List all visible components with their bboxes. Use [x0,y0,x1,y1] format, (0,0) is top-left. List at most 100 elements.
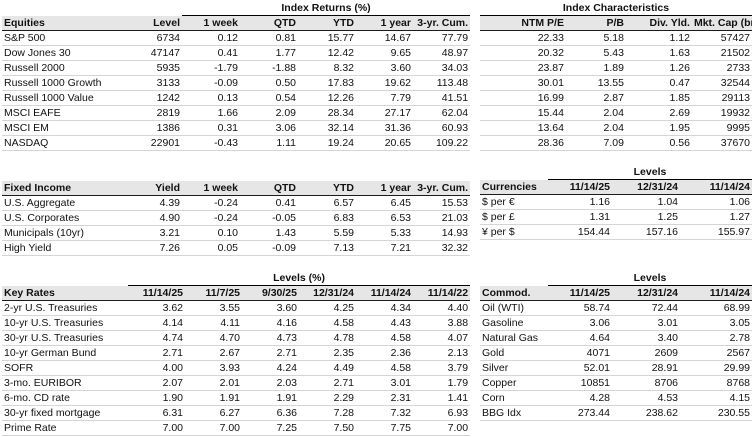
value-cell: 4.74 [128,330,185,346]
value-cell: 7.21 [356,240,413,256]
column-header: 11/14/24 [356,285,413,301]
value-cell: 3.62 [128,300,185,316]
row-label: Municipals (10yr) [2,225,124,241]
group-header-row: Levels [480,271,752,286]
value-cell: 0.31 [182,120,240,136]
value-cell: 21.03 [413,210,470,226]
value-cell: 2.87 [565,90,626,106]
column-header: 1 year [356,15,413,31]
column-header: 11/14/24 [680,285,752,301]
table-row: BBG Idx 273.44 238.62 230.55 [480,405,752,421]
value-cell: 109.22 [413,135,471,151]
table-row: Silver 52.01 28.91 29.99 [480,360,752,376]
value-cell: 4.07 [413,330,471,346]
row-label: MSCI EM [2,120,124,136]
value-cell: 4.90 [124,210,182,226]
group-header: Index Characteristics [479,1,752,16]
table-row: 15.44 2.04 2.69 19932 [479,105,752,121]
column-header: Currencies [480,179,548,195]
value-cell: 3.60 [356,60,413,76]
value-cell: 4.24 [242,360,299,376]
value-cell: 7.09 [565,135,626,151]
value-cell: 4.11 [185,315,242,331]
row-label: 10-yr German Bund [2,345,128,361]
value-cell: 1.43 [240,225,298,241]
value-cell: 6.93 [413,405,471,421]
value-cell: 155.97 [680,224,752,240]
table-row: Oil (WTI) 58.74 72.44 68.99 [480,300,752,316]
value-cell: 2.67 [185,345,242,361]
value-cell: 1242 [124,90,182,106]
row-label: Prime Rate [2,420,128,436]
value-cell: 4.78 [299,330,356,346]
value-cell: 5.59 [298,225,356,241]
table-row: 30.01 13.55 0.47 32544 [479,75,752,91]
value-cell: 8706 [612,375,680,391]
table-row: MSCI EAFE 2819 1.66 2.09 28.34 27.17 62.04 [2,105,471,121]
value-cell: 20.65 [356,135,413,151]
table-row: MSCI EM 1386 0.31 3.06 32.14 31.36 60.93 [2,120,471,136]
value-cell: 1.66 [182,105,240,121]
value-cell: 1.04 [612,194,680,210]
table-row: SOFR 4.00 3.93 4.24 4.49 4.58 3.79 [2,360,471,376]
column-header: 12/31/24 [612,285,680,301]
value-cell: 2.78 [680,330,752,346]
column-header: Mkt. Cap (bn) [691,15,752,31]
value-cell: 29.99 [680,360,752,376]
value-cell: 3.01 [612,315,680,331]
value-cell: 1.77 [240,45,298,61]
row-label: 10-yr U.S. Treasuries [2,315,128,331]
value-cell: 12.26 [298,90,356,106]
value-cell: 0.41 [182,45,240,61]
value-cell: 0.12 [182,30,240,46]
value-cell: -0.43 [182,135,240,151]
column-header: Fixed Income [2,181,124,196]
row-label: Russell 1000 Value [2,90,124,106]
value-cell: 4.25 [299,300,356,316]
value-cell: 1.95 [625,120,692,136]
value-cell: 238.62 [612,405,680,421]
value-cell: 6734 [124,30,182,46]
row-label: 30-yr U.S. Treasuries [2,330,128,346]
value-cell: 2.71 [242,345,299,361]
value-cell: 2.03 [242,375,299,391]
column-header: YTD [298,15,356,31]
value-cell: 2.07 [128,375,185,391]
value-cell: 1.89 [565,60,626,76]
column-header: QTD [240,181,298,196]
value-cell: 4.28 [548,390,612,406]
column-header: 11/14/24 [680,179,752,195]
value-cell: 3.05 [680,315,752,331]
value-cell: 154.44 [548,224,612,240]
value-cell: 27.17 [356,105,413,121]
value-cell: 62.04 [413,105,471,121]
value-cell: 60.93 [413,120,471,136]
value-cell: 9.65 [356,45,413,61]
value-cell: 22901 [124,135,182,151]
value-cell: 29113 [691,90,752,106]
row-label: High Yield [2,240,124,256]
value-cell: 21502 [691,45,752,61]
table-row: Copper 10851 8706 8768 [480,375,752,391]
row-label: Copper [480,375,548,391]
column-header: NTM P/E [479,15,566,31]
group-header-row: Levels (%) [2,271,471,286]
equities-table: Index Returns (%) Equities Level 1 week QTD Y… [2,1,471,151]
value-cell: 2733 [691,60,752,76]
value-cell: 0.47 [625,75,692,91]
value-cell: 2609 [612,345,680,361]
value-cell: 0.54 [240,90,298,106]
row-label: NASDAQ [2,135,124,151]
column-header: 1 week [182,181,240,196]
value-cell: 3133 [124,75,182,91]
value-cell: 30.01 [479,75,566,91]
value-cell: 6.83 [298,210,356,226]
header-row: Commod. 11/14/25 12/31/24 11/14/24 [480,285,752,301]
value-cell: 3.79 [413,360,471,376]
group-header: Levels [548,165,752,180]
group-header-row: Levels [480,165,752,180]
value-cell: 113.48 [413,75,471,91]
row-label: Oil (WTI) [480,300,548,316]
value-cell: 8.32 [298,60,356,76]
